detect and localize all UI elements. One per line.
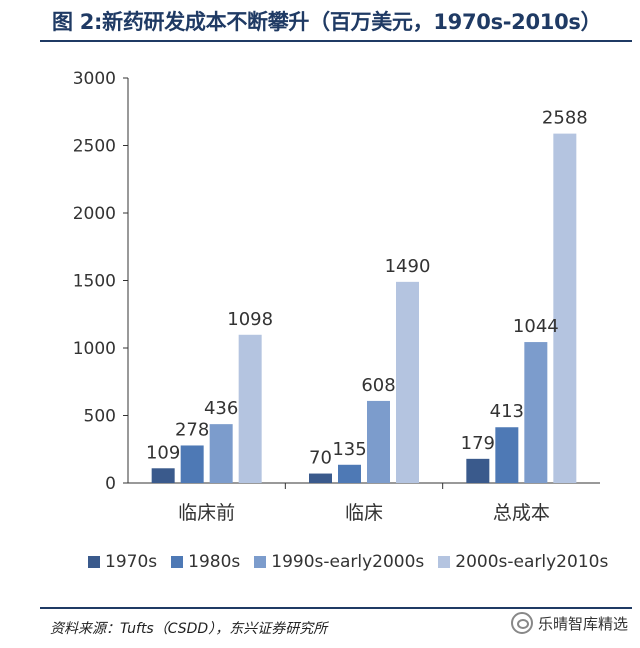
legend-label: 2000s-early2010s xyxy=(455,552,609,572)
legend-swatch xyxy=(438,556,451,568)
legend-label: 1970s xyxy=(105,552,158,572)
data-label: 436 xyxy=(204,398,238,419)
title-divider xyxy=(40,40,632,42)
legend-item: 2000s-early2010s xyxy=(438,552,608,572)
chart-title: 图 2:新药研发成本不断攀升（百万美元，1970s-2010s） xyxy=(52,10,602,34)
bar xyxy=(151,468,175,483)
data-label: 135 xyxy=(332,439,366,460)
y-tick-label: 2000 xyxy=(73,204,116,224)
legend-label: 1990s-early2000s xyxy=(271,552,425,572)
legend-item: 1980s xyxy=(171,552,240,572)
legend-swatch xyxy=(254,556,267,568)
watermark-text: 乐晴智库精选 xyxy=(537,614,628,633)
x-category-label: 临床前 xyxy=(178,502,235,524)
data-label: 70 xyxy=(309,448,332,469)
bar xyxy=(495,427,519,483)
y-tick-label: 1000 xyxy=(73,339,116,359)
bar xyxy=(367,400,390,483)
data-label: 109 xyxy=(146,442,180,463)
y-tick-label: 3000 xyxy=(73,69,116,89)
footer-divider xyxy=(40,607,632,609)
y-tick-label: 0 xyxy=(105,474,116,494)
data-label: 1490 xyxy=(385,256,431,277)
bar xyxy=(180,445,204,483)
data-label: 413 xyxy=(490,401,524,422)
data-label: 1044 xyxy=(513,316,559,337)
x-category-label: 总成本 xyxy=(493,502,550,524)
legend-swatch xyxy=(171,556,184,568)
bar xyxy=(338,464,361,483)
data-label: 179 xyxy=(461,433,495,454)
wechat-icon xyxy=(510,612,533,634)
bar xyxy=(396,281,419,483)
data-label: 2588 xyxy=(542,108,588,129)
bar xyxy=(309,473,332,483)
x-category-label: 临床 xyxy=(345,502,383,524)
bar xyxy=(238,334,262,483)
data-label: 278 xyxy=(175,419,209,440)
watermark: 乐晴智库精选 xyxy=(510,612,628,634)
legend-item: 1970s xyxy=(88,552,157,572)
source-note: 资料来源：Tufts（CSDD），东兴证券研究所 xyxy=(50,621,328,637)
y-tick-label: 500 xyxy=(84,407,116,427)
bar xyxy=(209,424,233,483)
y-tick-label: 1500 xyxy=(73,272,116,292)
legend-item: 1990s-early2000s xyxy=(254,552,424,572)
legend-swatch xyxy=(88,556,100,568)
bar xyxy=(553,133,577,483)
bar-chart: 0 500 1000 1500 2000 2500 3000 临床前 临床 总成本 109 70 17… xyxy=(73,69,600,524)
y-tick-label: 2500 xyxy=(73,137,116,157)
legend-label: 1980s xyxy=(188,552,241,572)
chart-legend: 1970s 1980s 1990s-early2000s 2000s-early201… xyxy=(88,548,628,576)
data-label: 608 xyxy=(361,375,395,396)
data-label: 1098 xyxy=(227,309,273,330)
bar xyxy=(466,458,490,483)
bar xyxy=(524,342,548,483)
